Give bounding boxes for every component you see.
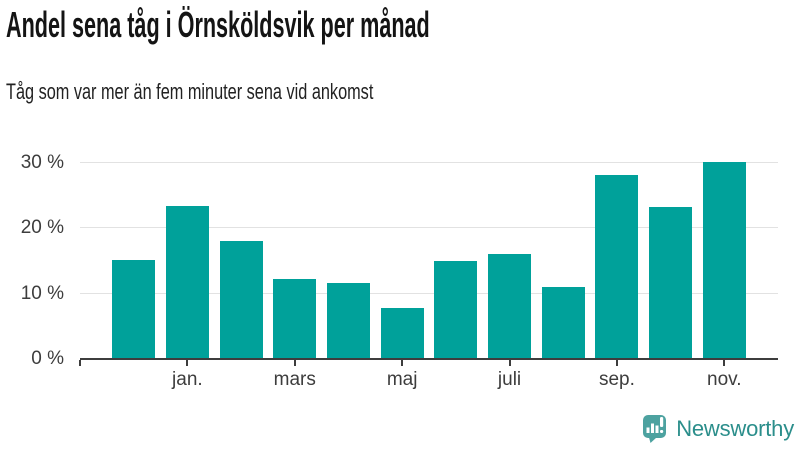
x-tick-label: maj bbox=[386, 369, 418, 390]
gridline-20 bbox=[80, 227, 778, 228]
brand-name: Newsworthy bbox=[676, 415, 794, 441]
newsworthy-logo-icon bbox=[643, 415, 667, 443]
bar-sep bbox=[595, 174, 639, 358]
bar-feb bbox=[219, 241, 263, 358]
axis-origin-tick bbox=[79, 360, 81, 366]
bar-jan bbox=[165, 206, 209, 358]
bar-juni bbox=[434, 261, 478, 358]
x-tick-label: nov. bbox=[707, 369, 742, 390]
y-tick-label: 30 % bbox=[20, 151, 64, 173]
y-tick-label: 20 % bbox=[20, 217, 64, 238]
x-tick-juli bbox=[508, 360, 511, 366]
bar-aug bbox=[541, 287, 585, 358]
x-tick-label: jan. bbox=[172, 369, 203, 390]
x-axis-line bbox=[80, 358, 778, 360]
y-tick-label: 10 % bbox=[20, 282, 64, 304]
chart-subtitle: Tåg som var mer än fem minuter sena vid … bbox=[6, 79, 374, 104]
bar-nov bbox=[702, 161, 746, 358]
chart-title: Andel sena tåg i Örnsköldsvik per månad bbox=[6, 4, 430, 45]
x-tick-mars bbox=[293, 360, 296, 366]
bar-okt bbox=[649, 206, 693, 358]
bar-juli bbox=[488, 253, 532, 358]
gridline-30 bbox=[80, 161, 778, 163]
brand-footer: Newsworthy bbox=[642, 413, 794, 444]
bar-maj bbox=[380, 308, 424, 358]
bar-mars bbox=[273, 279, 317, 358]
x-tick-jan bbox=[186, 360, 189, 366]
y-tick-label: 0 % bbox=[31, 348, 64, 369]
x-tick-label: juli bbox=[497, 369, 522, 390]
x-tick-maj bbox=[401, 360, 404, 366]
x-tick-sep bbox=[615, 360, 618, 366]
gridline-10 bbox=[80, 292, 778, 294]
x-tick-nov bbox=[723, 360, 726, 366]
x-tick-label: mars bbox=[273, 369, 316, 390]
bar-dec bbox=[112, 260, 156, 358]
x-tick-label: sep. bbox=[598, 369, 635, 390]
bar-apr bbox=[326, 283, 370, 358]
